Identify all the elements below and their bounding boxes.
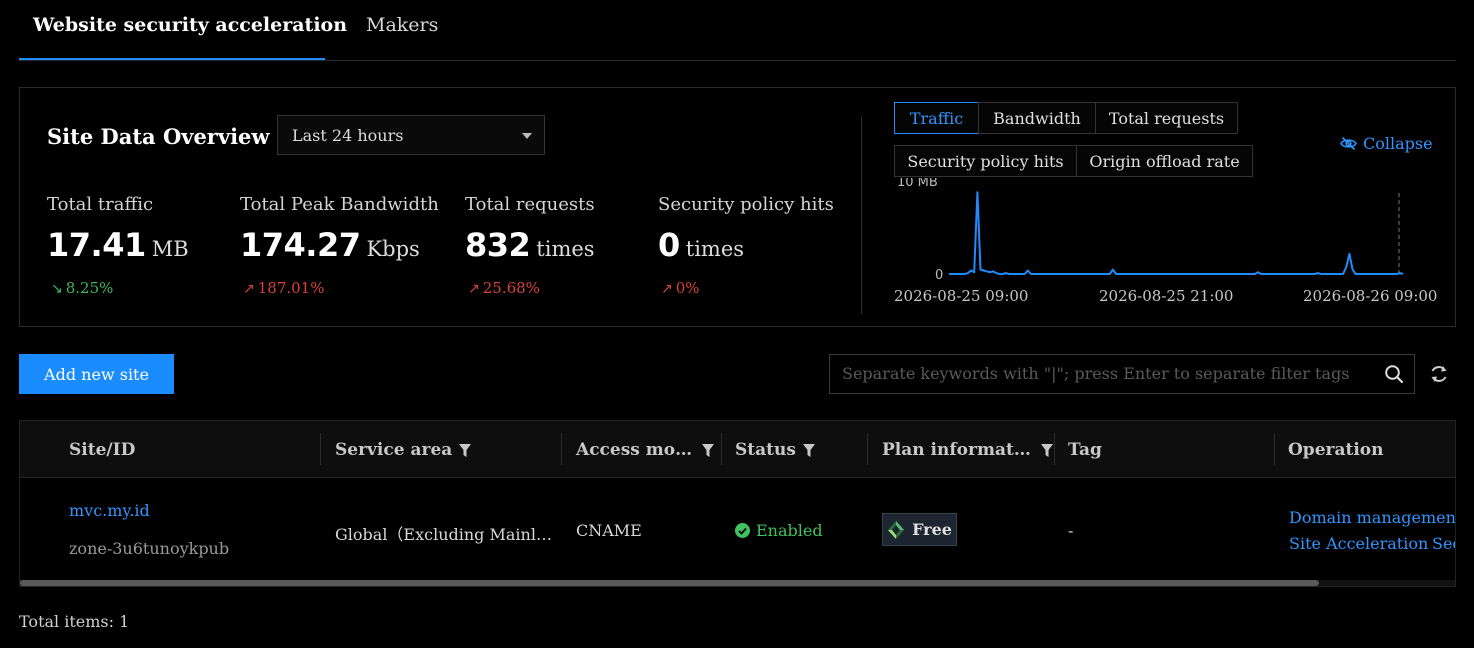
chart-tab-security-policy-hits[interactable]: Security policy hits <box>894 145 1077 177</box>
overview-title: Site Data Overview <box>47 124 270 149</box>
search-box <box>829 354 1415 394</box>
filter-icon[interactable] <box>459 443 472 457</box>
status-badge: Enabled <box>735 521 823 540</box>
plan-diamond-icon <box>888 520 905 539</box>
metric-peak-bandwidth: 174.27 Kbps <box>240 226 420 264</box>
metric-unit: Kbps <box>366 237 420 261</box>
metric-label-security-policy-hits: Security policy hits <box>658 194 834 215</box>
tag-value: - <box>1068 521 1074 540</box>
refresh-icon[interactable] <box>1429 363 1449 385</box>
tab-website-security-acceleration[interactable]: Website security acceleration <box>33 14 348 36</box>
overview-divider <box>861 116 862 314</box>
metric-change-total-traffic: ↘ 8.25% <box>51 279 113 297</box>
arrow-up-right-icon: ↗ <box>468 281 480 297</box>
sites-table: Site/ID Service area Access mo… Status P… <box>19 420 1456 587</box>
metric-total-requests: 832 times <box>465 226 595 264</box>
filter-icon[interactable] <box>702 443 715 457</box>
active-tab-indicator <box>19 58 325 60</box>
time-range-select[interactable]: Last 24 hours <box>277 115 545 155</box>
plan-label: Free <box>912 520 952 539</box>
metric-change-security-policy-hits: ↗ 0% <box>661 279 700 297</box>
chart-tab-bandwidth[interactable]: Bandwidth <box>978 102 1096 134</box>
x-tick-label: 2026-08-25 21:00 <box>1099 287 1234 305</box>
status-label: Enabled <box>756 521 823 540</box>
column-header-site-id: Site/ID <box>69 440 136 460</box>
chevron-down-icon <box>522 133 532 139</box>
change-value: 8.25% <box>65 279 114 297</box>
search-icon[interactable] <box>1384 364 1404 384</box>
metric-label-total-traffic: Total traffic <box>47 194 154 215</box>
filter-icon[interactable] <box>802 443 815 457</box>
table-header: Site/ID Service area Access mo… Status P… <box>20 421 1455 478</box>
search-input[interactable] <box>842 364 1372 383</box>
metric-value: 0 <box>658 226 680 264</box>
x-tick-label: 2026-08-25 09:00 <box>894 287 1029 305</box>
column-header-plan-information: Plan informat… <box>882 440 1053 460</box>
metric-value: 832 <box>465 226 531 264</box>
site-data-overview-panel: Site Data Overview Last 24 hours Total t… <box>19 87 1456 327</box>
arrow-up-right-icon: ↗ <box>661 281 673 297</box>
eye-off-icon <box>1340 136 1357 151</box>
access-mode-value: CNAME <box>576 521 642 540</box>
metric-unit: MB <box>151 237 189 261</box>
change-value: 25.68% <box>482 279 540 297</box>
metric-total-traffic: 17.41 MB <box>47 226 189 264</box>
chart-tab-total-requests[interactable]: Total requests <box>1095 102 1238 134</box>
horizontal-scrollbar[interactable] <box>20 580 1319 586</box>
column-header-service-area: Service area <box>335 440 472 460</box>
traffic-series-line <box>949 191 1404 275</box>
collapse-button[interactable]: Collapse <box>1340 134 1433 153</box>
column-header-tag: Tag <box>1068 440 1102 460</box>
metric-label-total-requests: Total requests <box>465 194 595 215</box>
column-divider <box>721 433 722 465</box>
metric-value: 174.27 <box>240 226 361 264</box>
column-divider <box>1274 433 1275 465</box>
y-tick-label: 0 <box>935 268 943 283</box>
metric-label-peak-bandwidth: Total Peak Bandwidth <box>240 194 439 215</box>
x-tick-label: 2026-08-26 09:00 <box>1303 287 1438 305</box>
site-acceleration-link[interactable]: Site Acceleration <box>1289 534 1429 553</box>
security-link[interactable]: Sec <box>1432 534 1455 553</box>
arrow-up-right-icon: ↗ <box>243 281 255 297</box>
chart-tab-origin-offload-rate[interactable]: Origin offload rate <box>1076 145 1253 177</box>
column-header-status: Status <box>735 440 815 460</box>
y-tick-label: 10 MB <box>897 178 938 190</box>
service-area-value: Global（Excluding Mainl… <box>335 525 552 544</box>
domain-management-link[interactable]: Domain management <box>1289 508 1456 527</box>
metric-change-total-requests: ↗ 25.68% <box>468 279 540 297</box>
add-new-site-button[interactable]: Add new site <box>19 354 174 394</box>
chart-tab-traffic[interactable]: Traffic <box>894 102 979 134</box>
change-value: 187.01% <box>257 279 325 297</box>
tabs-divider <box>19 60 1456 61</box>
column-divider <box>867 433 868 465</box>
filter-icon[interactable] <box>1040 443 1053 457</box>
metric-change-peak-bandwidth: ↗ 187.01% <box>243 279 324 297</box>
column-divider <box>561 433 562 465</box>
collapse-label: Collapse <box>1363 134 1433 153</box>
metric-unit: times <box>685 237 745 261</box>
arrow-down-right-icon: ↘ <box>51 281 63 297</box>
column-divider <box>1054 433 1055 465</box>
change-value: 0% <box>675 279 700 297</box>
column-header-operation: Operation <box>1288 440 1384 460</box>
time-range-value: Last 24 hours <box>292 126 404 145</box>
site-name-link[interactable]: mvc.my.id <box>69 501 150 520</box>
check-circle-icon <box>735 523 750 538</box>
traffic-chart: 10 MB 0 <box>897 178 1404 283</box>
metric-value: 17.41 <box>47 226 146 264</box>
column-header-access-mode: Access mo… <box>576 440 715 460</box>
metric-unit: times <box>536 237 595 261</box>
tab-makers[interactable]: Makers <box>366 14 439 36</box>
zone-id: zone-3u6tunoykpub <box>69 539 230 558</box>
metric-security-policy-hits: 0 times <box>658 226 744 264</box>
plan-badge: Free <box>882 513 957 546</box>
total-items: Total items: 1 <box>19 612 130 631</box>
column-divider <box>320 433 321 465</box>
